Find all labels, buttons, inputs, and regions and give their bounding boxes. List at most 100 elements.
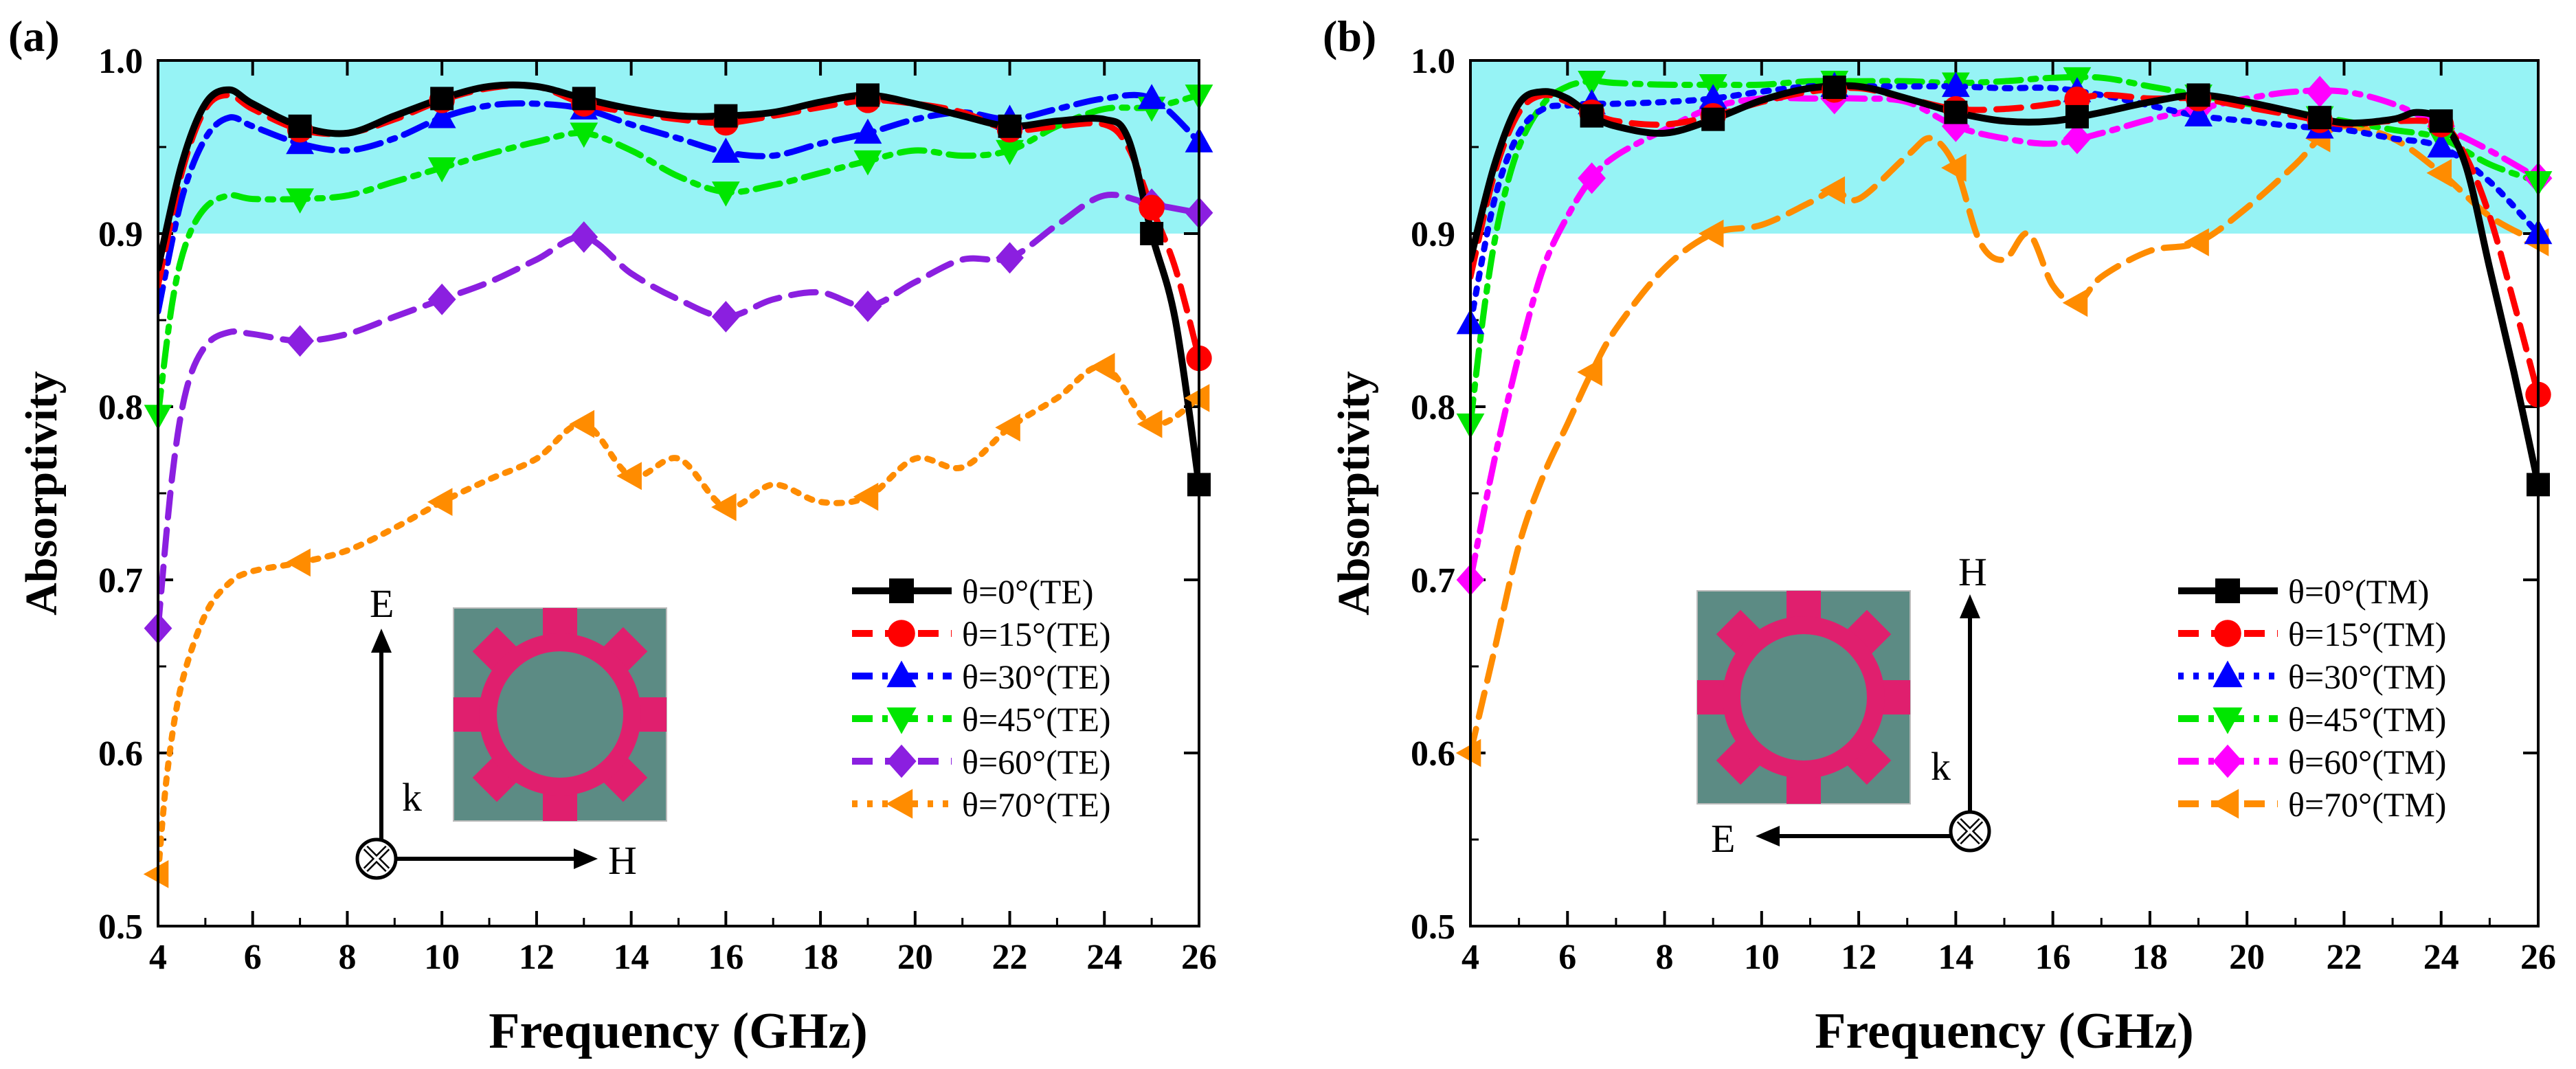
data-point bbox=[427, 488, 453, 516]
x-tick-label: 18 bbox=[803, 938, 838, 977]
k-into-page-icon bbox=[355, 837, 398, 880]
data-point bbox=[2184, 228, 2209, 256]
legend-label: θ=15°(TE) bbox=[962, 615, 1111, 653]
x-tick-label: 4 bbox=[149, 938, 167, 977]
legend: θ=0°(TM) θ=15°(TM) θ=30°(TM) θ=45°(TM) θ=60°… bbox=[2178, 572, 2446, 824]
data-point bbox=[427, 283, 456, 315]
series-line-2 bbox=[158, 91, 1199, 315]
data-point bbox=[1822, 76, 1846, 100]
data-point bbox=[2429, 109, 2453, 133]
plot-frame bbox=[1469, 59, 2540, 927]
data-point bbox=[1578, 70, 1606, 96]
panel-b: (b) 4 6 8 10 12 14 16 18 20 22 24 26 0.5 0.6 0.7 0.8 0.9… bbox=[1323, 12, 2556, 1059]
k-label: k bbox=[402, 775, 422, 820]
x-tick-label: 6 bbox=[1558, 938, 1576, 977]
legend-label: θ=15°(TM) bbox=[2288, 615, 2446, 653]
data-point bbox=[1819, 176, 1846, 205]
x-tick-label: 24 bbox=[2423, 938, 2459, 977]
legend-label: θ=0°(TE) bbox=[962, 572, 1094, 611]
legend-marker bbox=[886, 789, 913, 819]
legend-marker bbox=[2213, 707, 2243, 734]
data-point bbox=[285, 548, 311, 577]
unit-cell-icon bbox=[1696, 590, 1911, 804]
data-point bbox=[2063, 122, 2092, 155]
series-line-4 bbox=[158, 192, 1199, 632]
data-point bbox=[853, 482, 879, 511]
x-tick-label: 16 bbox=[708, 938, 743, 977]
legend-marker bbox=[2212, 789, 2239, 819]
data-point bbox=[855, 83, 880, 107]
x-tick-label: 12 bbox=[519, 938, 555, 977]
x-tick-label: 14 bbox=[1938, 938, 1973, 977]
legend-marker bbox=[2215, 578, 2240, 603]
x-tick-label: 26 bbox=[2520, 938, 2556, 977]
panel-a: (a) 4 6 8 10 12 14 16 18 20 22 24 26 0.5 0.6 0.7 0.8 0.9… bbox=[8, 12, 1217, 1059]
y-tick-label: 0.7 bbox=[98, 561, 143, 600]
k-label: k bbox=[1931, 744, 1951, 789]
legend-label: θ=45°(TE) bbox=[962, 700, 1111, 739]
data-point bbox=[996, 139, 1024, 166]
x-tick-label: 8 bbox=[1656, 938, 1674, 977]
inset-diagram: E H k bbox=[355, 581, 667, 883]
data-point bbox=[714, 104, 738, 128]
y-tick-label: 0.7 bbox=[1411, 561, 1455, 600]
data-point bbox=[1698, 219, 1724, 248]
y-tick-label: 0.8 bbox=[1411, 388, 1455, 427]
data-point bbox=[2427, 132, 2456, 158]
x-tick-label: 10 bbox=[1744, 938, 1780, 977]
plot-frame bbox=[157, 59, 1200, 927]
data-point bbox=[711, 493, 737, 521]
h-arrow-head bbox=[1960, 594, 1980, 618]
data-point bbox=[1941, 153, 1967, 182]
y-tick-label: 0.9 bbox=[98, 215, 143, 254]
y-tick-label: 0.5 bbox=[1411, 908, 1455, 947]
legend-label: θ=60°(TM) bbox=[2288, 743, 2446, 781]
data-point bbox=[711, 181, 740, 207]
x-tick-label: 6 bbox=[244, 938, 262, 977]
e-label: E bbox=[1711, 816, 1735, 861]
unit-cell-icon bbox=[453, 607, 667, 822]
k-into-page-icon bbox=[1949, 810, 1991, 853]
h-label: H bbox=[1958, 550, 1987, 594]
x-axis-label: Frequency (GHz) bbox=[1815, 1003, 2193, 1059]
series-line-5 bbox=[1470, 123, 2538, 756]
h-label: H bbox=[608, 838, 637, 883]
data-point bbox=[2184, 101, 2213, 126]
panel-label: (a) bbox=[8, 12, 60, 60]
legend-label: θ=70°(TM) bbox=[2288, 785, 2446, 824]
data-point bbox=[286, 188, 314, 214]
legend-label: θ=45°(TM) bbox=[2288, 700, 2446, 739]
data-point bbox=[996, 242, 1024, 274]
data-point bbox=[853, 118, 882, 144]
data-point bbox=[427, 102, 456, 128]
e-label: E bbox=[370, 581, 394, 626]
x-tick-label: 20 bbox=[897, 938, 933, 977]
data-point bbox=[570, 122, 598, 148]
h-arrow-head bbox=[574, 848, 598, 869]
e-arrow-head bbox=[1756, 826, 1780, 846]
legend-marker bbox=[886, 660, 917, 688]
legend-marker bbox=[889, 578, 914, 603]
legend: θ=0°(TE) θ=15°(TE) θ=30°(TE) θ=45°(TE) θ=60°… bbox=[852, 572, 1111, 824]
data-point bbox=[616, 462, 642, 491]
legend-label: θ=70°(TE) bbox=[962, 785, 1111, 824]
data-point bbox=[2065, 104, 2089, 128]
y-tick-label: 0.9 bbox=[1411, 215, 1455, 254]
x-tick-label: 16 bbox=[2035, 938, 2071, 977]
data-point bbox=[1941, 71, 1970, 98]
legend-marker bbox=[888, 620, 915, 647]
x-tick-label: 12 bbox=[1841, 938, 1877, 977]
data-point bbox=[1137, 84, 1166, 109]
data-point bbox=[569, 409, 595, 438]
e-arrow-head bbox=[371, 629, 392, 653]
data-point bbox=[427, 157, 456, 183]
y-tick-label: 0.6 bbox=[98, 734, 143, 774]
data-point bbox=[1577, 358, 1602, 386]
y-axis-label: Absorptivity bbox=[16, 371, 67, 616]
series-line-2 bbox=[1470, 82, 2538, 327]
data-point bbox=[1701, 107, 1725, 131]
data-point bbox=[572, 87, 596, 111]
data-point bbox=[2305, 76, 2334, 108]
y-tick-label: 0.8 bbox=[98, 388, 143, 427]
